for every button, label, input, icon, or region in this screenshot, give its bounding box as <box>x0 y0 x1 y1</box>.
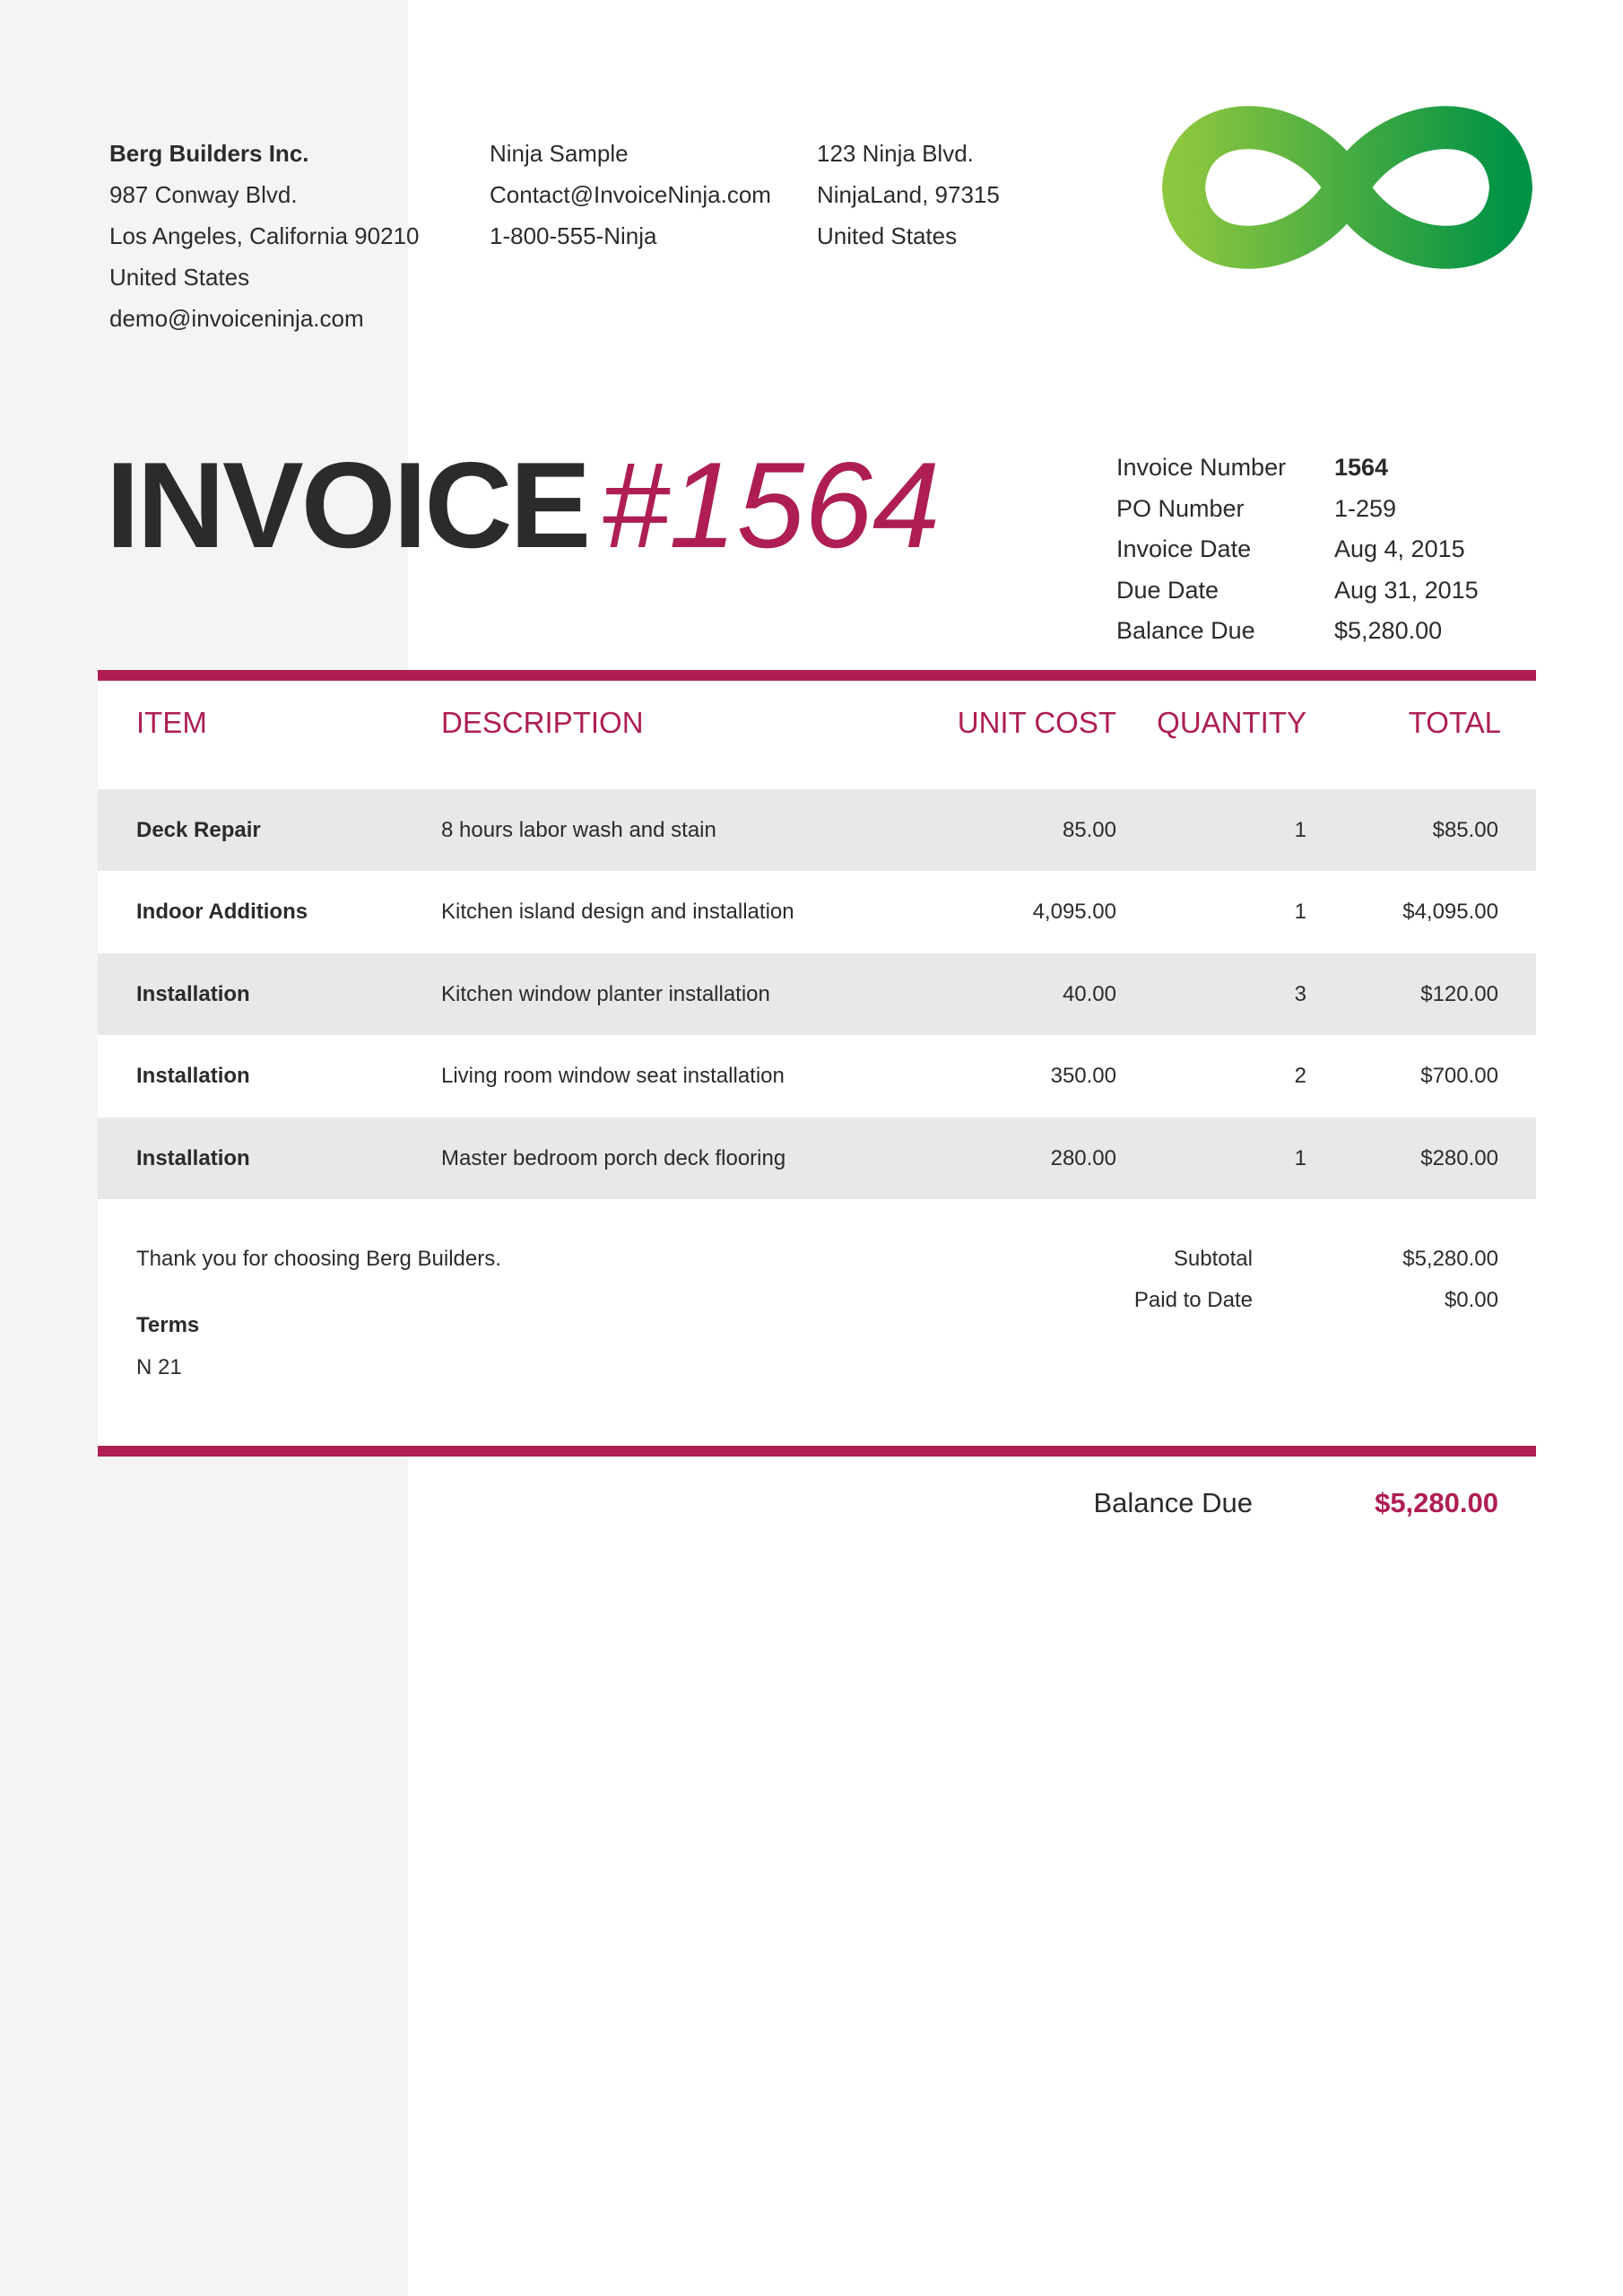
table-row: Deck Repair 8 hours labor wash and stain 8… <box>98 789 1536 871</box>
column-header-unit-cost: UNIT COST <box>957 706 1116 739</box>
company-name: Berg Builders Inc. <box>109 140 309 167</box>
cell-unit-cost: 280.00 <box>1050 1145 1116 1170</box>
thank-you-note: Thank you for choosing Berg Builders. <box>136 1247 501 1271</box>
cell-total: $85.00 <box>1432 818 1498 842</box>
company-block: Berg Builders Inc. 987 Conway Blvd. Los … <box>109 133 419 339</box>
column-header-description: DESCRIPTION <box>441 706 644 739</box>
accent-divider-bottom <box>98 1446 1536 1457</box>
cell-quantity: 1 <box>1294 1145 1306 1170</box>
balance-due-value: $5,280.00 <box>1375 1487 1498 1518</box>
table-row: Installation Master bedroom porch deck fl… <box>98 1117 1536 1199</box>
cell-unit-cost: 40.00 <box>1062 981 1116 1006</box>
meta-value-balance-due: $5,280.00 <box>1334 617 1443 644</box>
invoice-meta-values: 1564 1-259 Aug 4, 2015 Aug 31, 2015 $5,2… <box>1334 448 1479 652</box>
company-address-line: United States <box>109 264 250 291</box>
cell-quantity: 1 <box>1294 900 1306 925</box>
subtotal-label: Subtotal <box>1173 1247 1253 1271</box>
cell-unit-cost: 350.00 <box>1050 1064 1116 1089</box>
cell-quantity: 1 <box>1294 818 1306 842</box>
meta-label: PO Number <box>1116 494 1245 522</box>
meta-value-po-number: 1-259 <box>1334 494 1397 522</box>
cell-item: Deck Repair <box>136 818 261 842</box>
invoice-title: INVOICE #1564 <box>106 438 940 572</box>
cell-item: Installation <box>136 1064 250 1089</box>
cell-description: Living room window seat installation <box>441 1064 785 1089</box>
infinity-logo-icon <box>1152 85 1542 290</box>
column-header-item: ITEM <box>136 706 207 739</box>
client-phone: 1-800-555-Ninja <box>490 222 657 249</box>
cell-unit-cost: 4,095.00 <box>1032 900 1116 925</box>
client-address-line: NinjaLand, 97315 <box>817 181 1000 208</box>
invoice-title-word: INVOICE <box>106 437 591 573</box>
cell-description: Master bedroom porch deck flooring <box>441 1145 786 1170</box>
paid-to-date-label: Paid to Date <box>1133 1288 1253 1312</box>
cell-quantity: 2 <box>1294 1064 1306 1089</box>
accent-divider-top <box>98 670 1536 681</box>
meta-value-due-date: Aug 31, 2015 <box>1334 576 1479 604</box>
meta-label: Invoice Number <box>1116 454 1287 481</box>
terms-value: N 21 <box>136 1355 182 1379</box>
client-address-line: 123 Ninja Blvd. <box>817 140 974 167</box>
cell-total: $700.00 <box>1420 1064 1498 1089</box>
cell-description: Kitchen island design and installation <box>441 900 794 925</box>
cell-description: Kitchen window planter installation <box>441 981 770 1006</box>
invoice-meta-labels: Invoice Number PO Number Invoice Date Du… <box>1116 448 1286 652</box>
client-address-line: United States <box>817 222 958 249</box>
client-email: Contact@InvoiceNinja.com <box>490 181 771 208</box>
cell-item: Installation <box>136 1145 250 1170</box>
cell-item: Indoor Additions <box>136 900 308 925</box>
cell-description: 8 hours labor wash and stain <box>441 818 716 842</box>
column-header-total: TOTAL <box>1408 706 1501 739</box>
table-row: Installation Kitchen window planter insta… <box>98 952 1536 1035</box>
company-address-line: Los Angeles, California 90210 <box>109 222 420 249</box>
cell-total: $4,095.00 <box>1402 900 1498 925</box>
table-row: Installation Living room window seat inst… <box>98 1035 1536 1117</box>
meta-label: Due Date <box>1116 576 1219 604</box>
cell-quantity: 3 <box>1294 981 1306 1006</box>
meta-label: Balance Due <box>1116 617 1255 644</box>
meta-value-invoice-date: Aug 4, 2015 <box>1334 535 1465 562</box>
table-row: Indoor Additions Kitchen island design an… <box>98 871 1536 952</box>
meta-label: Invoice Date <box>1116 535 1252 562</box>
meta-value-invoice-number: 1564 <box>1334 454 1389 481</box>
balance-due-label: Balance Due <box>1093 1487 1253 1518</box>
cell-unit-cost: 85.00 <box>1062 818 1116 842</box>
invoice-title-number: #1564 <box>601 437 941 573</box>
paid-to-date-value: $0.00 <box>1444 1288 1498 1312</box>
cell-total: $120.00 <box>1420 981 1498 1006</box>
cell-total: $280.00 <box>1420 1145 1498 1170</box>
cell-item: Installation <box>136 981 250 1006</box>
line-items-panel: ITEM DESCRIPTION UNIT COST QUANTITY TOTA… <box>98 670 1536 1457</box>
company-email: demo@invoiceninja.com <box>109 305 364 332</box>
company-address-line: 987 Conway Blvd. <box>109 181 298 208</box>
terms-label: Terms <box>136 1313 200 1337</box>
column-header-quantity: QUANTITY <box>1157 706 1306 739</box>
subtotal-value: $5,280.00 <box>1402 1247 1498 1271</box>
client-name: Ninja Sample <box>490 140 629 167</box>
client-address-block: 123 Ninja Blvd. NinjaLand, 97315 United … <box>817 133 1000 257</box>
client-block: Ninja Sample Contact@InvoiceNinja.com 1-… <box>490 133 771 257</box>
